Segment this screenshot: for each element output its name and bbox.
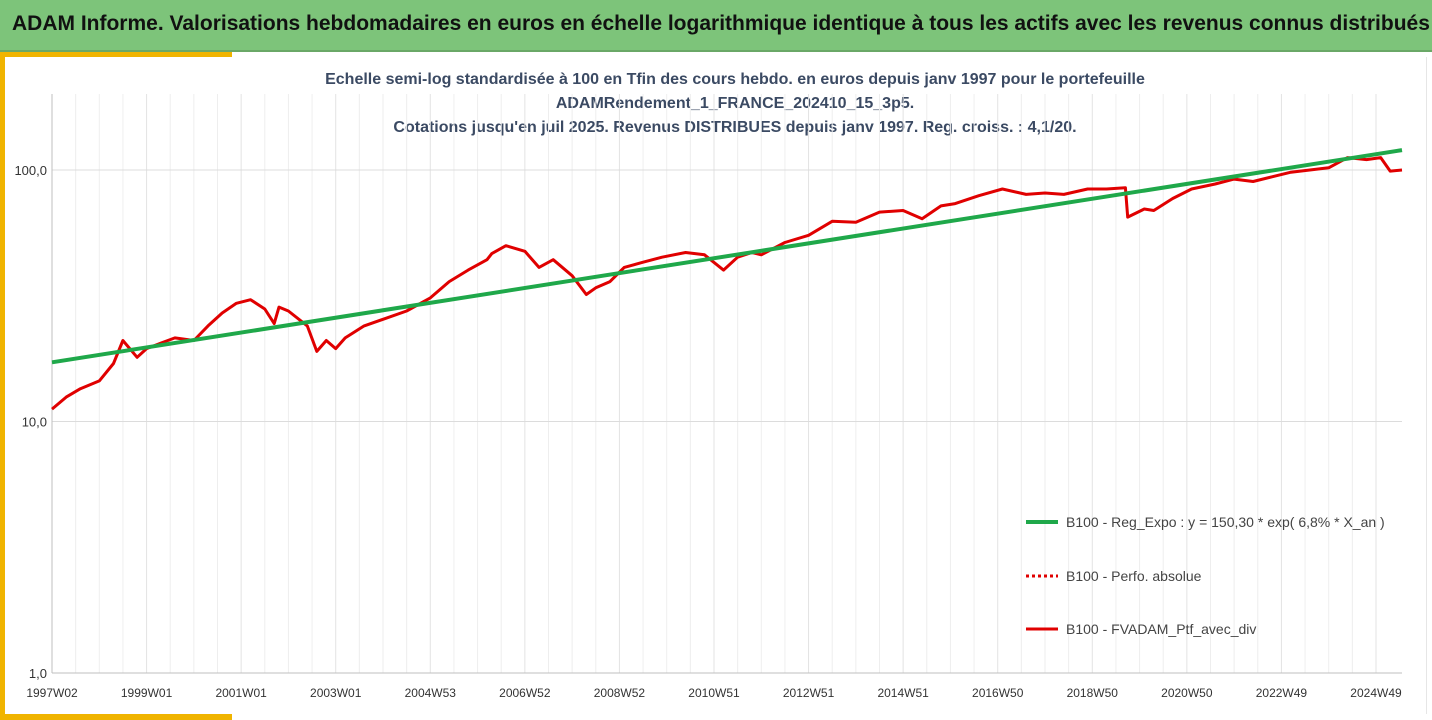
- chart-title-line-3: Cotations jusqu'en juil 2025. Revenus DI…: [393, 119, 1077, 136]
- chart-title: Echelle semi-log standardisée à 100 en T…: [260, 68, 1210, 140]
- report-title: ADAM Informe. Valorisations hebdomadaire…: [12, 12, 1430, 35]
- x-tick-label: 2020W50: [1161, 686, 1213, 700]
- series-line-reg-expo: [51, 148, 1403, 365]
- gridlines: [51, 94, 1402, 674]
- legend-label: B100 - Reg_Expo : y = 150,30 * exp( 6,8%…: [1066, 514, 1385, 530]
- chart-title-line-2: ADAMRendement_1_FRANCE_202410_15_3p5.: [555, 95, 915, 112]
- report-header: ADAM Informe. Valorisations hebdomadaire…: [0, 0, 1432, 52]
- x-tick-label: 2010W51: [688, 686, 740, 700]
- legend-label: B100 - Perfo. absolue: [1066, 568, 1202, 584]
- x-tick-label: 2001W01: [215, 686, 267, 700]
- x-tick-label: 2004W53: [405, 686, 457, 700]
- x-tick-label: 2024W49: [1350, 686, 1402, 700]
- legend-label: B100 - FVADAM_Ptf_avec_div: [1066, 621, 1256, 637]
- x-tick-label: 2012W51: [783, 686, 835, 700]
- chart-frame: [5, 57, 1427, 714]
- x-tick-label: 1997W02: [26, 686, 78, 700]
- x-tick-label: 1999W01: [121, 686, 173, 700]
- accent-bar-bottom: [0, 714, 232, 720]
- series-line-fvadam-ptf: [51, 156, 1403, 411]
- x-tick-label: 2014W51: [877, 686, 929, 700]
- x-tick-label: 2003W01: [310, 686, 362, 700]
- y-tick-label: 10,0: [22, 415, 47, 430]
- chart-title-line-1: Echelle semi-log standardisée à 100 en T…: [325, 71, 1145, 88]
- x-tick-label: 2022W49: [1256, 686, 1308, 700]
- x-tick-label: 2006W52: [499, 686, 551, 700]
- accent-bar-top: [0, 52, 232, 57]
- x-tick-label: 2018W50: [1067, 686, 1119, 700]
- accent-bar-left: [0, 52, 5, 720]
- x-tick-label: 2016W50: [972, 686, 1024, 700]
- legend: B100 - Reg_Expo : y = 150,30 * exp( 6,8%…: [1026, 514, 1385, 637]
- y-tick-label: 1,0: [29, 666, 47, 681]
- y-tick-label: 100,0: [14, 163, 47, 178]
- x-tick-label: 2008W52: [594, 686, 646, 700]
